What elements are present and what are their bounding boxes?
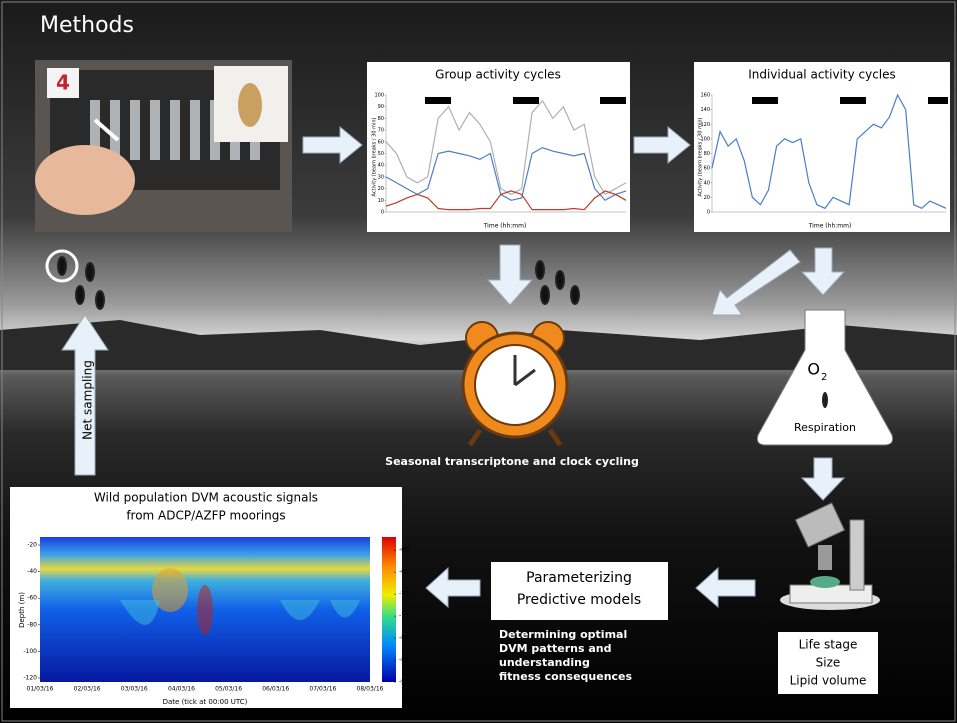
x-tick-label: 03/03/16 bbox=[121, 686, 148, 693]
respiration-label: Respiration bbox=[794, 421, 856, 434]
y-tick-label: 0 bbox=[381, 210, 384, 216]
y-tick-label: 80 bbox=[704, 151, 710, 157]
label-line: Predictive models bbox=[517, 592, 641, 608]
o2-label: O bbox=[807, 360, 820, 379]
y-tick-label: 50 bbox=[378, 151, 384, 157]
colorbar-tick-label: -90 bbox=[399, 679, 409, 686]
y-axis-label: Activity (beam breaks / 30 min) bbox=[698, 117, 704, 196]
colorbar-tick-label: -60 bbox=[399, 547, 409, 554]
x-tick-label: 05/03/16 bbox=[215, 686, 242, 693]
y-tick-label: 30 bbox=[378, 174, 384, 180]
label-line: Lipid volume bbox=[790, 674, 867, 688]
y-tick-label: 120 bbox=[700, 122, 710, 128]
colorbar-tick-label: -85 bbox=[399, 657, 409, 664]
y-tick-label: 100 bbox=[374, 93, 384, 99]
y-tick-label: 140 bbox=[700, 107, 710, 113]
krill-in-flask bbox=[822, 392, 828, 408]
y-tick-label: 70 bbox=[378, 128, 384, 134]
x-axis-label: Time (hh:mm) bbox=[808, 223, 852, 230]
o2-subscript: 2 bbox=[821, 372, 827, 383]
y-tick-label: 40 bbox=[704, 180, 710, 186]
y-tick-label: -100 bbox=[23, 648, 37, 655]
y-tick-label: 160 bbox=[700, 93, 710, 99]
y-tick-label: 80 bbox=[378, 116, 384, 122]
label-line: DVM patterns and bbox=[499, 642, 611, 655]
slide: Methods 4 Group activity cycles Activity… bbox=[0, 0, 957, 723]
label-line: Determining optimal bbox=[499, 628, 627, 641]
y-tick-label: 60 bbox=[704, 166, 710, 172]
label-line: Life stage bbox=[799, 638, 858, 652]
y-tick-label: 0 bbox=[707, 210, 710, 216]
x-axis-label: Date (tick at 00:00 UTC) bbox=[163, 698, 248, 706]
colorbar-tick-label: -70 bbox=[399, 591, 409, 598]
y-tick-label: 10 bbox=[378, 198, 384, 204]
photo: 4 bbox=[35, 60, 292, 232]
y-tick-label: -80 bbox=[27, 621, 37, 628]
y-tick-label: -60 bbox=[27, 595, 37, 602]
x-tick-label: 04/03/16 bbox=[168, 686, 195, 693]
x-tick-label: 01/03/16 bbox=[27, 686, 54, 693]
y-tick-label: 100 bbox=[700, 136, 710, 142]
label-line: fitness consequences bbox=[499, 670, 633, 683]
y-tick-label: 20 bbox=[704, 195, 710, 201]
y-tick-label: 60 bbox=[378, 139, 384, 145]
x-tick-label: 02/03/16 bbox=[74, 686, 101, 693]
colorbar-tick-label: -80 bbox=[399, 635, 409, 642]
y-axis-label: Activity (beam breaks / 30 min) bbox=[372, 117, 378, 196]
y-tick-label: -20 bbox=[27, 541, 37, 548]
x-tick-label: 06/03/16 bbox=[262, 686, 289, 693]
label-line: understanding bbox=[499, 656, 590, 669]
label-line: Wild population DVM acoustic signals bbox=[94, 491, 318, 505]
colorbar-tick-label: -75 bbox=[399, 613, 409, 620]
y-tick-label: 20 bbox=[378, 186, 384, 192]
net-sampling-label: Net sampling bbox=[81, 360, 95, 440]
chart-title: Group activity cycles bbox=[435, 68, 561, 82]
x-tick-label: 07/03/16 bbox=[309, 686, 336, 693]
y-tick-label: 90 bbox=[378, 104, 384, 110]
rack-number: 4 bbox=[56, 71, 70, 95]
x-axis-label: Time (hh:mm) bbox=[483, 223, 527, 230]
slide-title: Methods bbox=[40, 13, 134, 38]
x-tick-label: 08/03/16 bbox=[357, 686, 384, 693]
colorbar-tick-label: -65 bbox=[399, 569, 409, 576]
chart-title: Individual activity cycles bbox=[748, 68, 896, 82]
y-tick-label: -40 bbox=[27, 568, 37, 575]
seasonal-label: Seasonal transcriptone and clock cycling bbox=[385, 455, 639, 468]
group-chart: Group activity cycles Activity (beam bre… bbox=[367, 62, 630, 232]
label-line: Size bbox=[816, 656, 841, 670]
label-line: Parameterizing bbox=[526, 570, 632, 586]
y-tick-label: -120 bbox=[23, 675, 37, 682]
y-tick-label: 40 bbox=[378, 163, 384, 169]
label-line: from ADCP/AZFP moorings bbox=[126, 509, 285, 523]
y-axis-label: Depth (m) bbox=[18, 592, 26, 628]
